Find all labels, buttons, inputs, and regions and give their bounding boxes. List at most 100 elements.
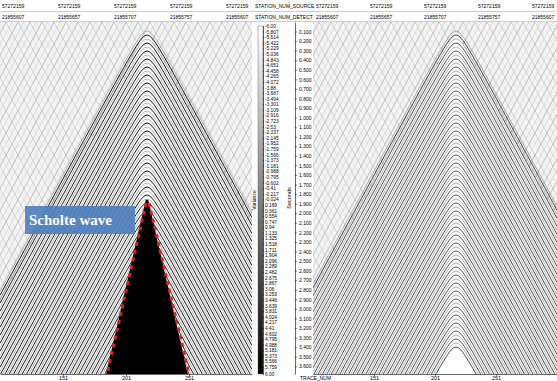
y-axis-tick-label: 0.300 <box>299 48 312 54</box>
scholte-chevron <box>109 210 184 374</box>
colorbar-axis-tick-mark <box>263 177 264 178</box>
colorbar-axis-tick-label: -5.807 <box>265 30 279 35</box>
colorbar-axis-tick: -5.807 <box>263 30 279 35</box>
colorbar-axis-tick: 0.361 <box>263 209 277 214</box>
colorbar-axis-tick-mark <box>263 160 264 161</box>
colorbar-axis-tick: -5.422 <box>263 41 279 46</box>
colorbar-axis-tick-label: 6.00 <box>265 372 275 377</box>
colorbar-axis-tick-label: 0.554 <box>265 214 277 219</box>
moveout-curve <box>313 79 557 332</box>
colorbar-axis-tick: -1.373 <box>263 158 279 163</box>
colorbar-axis-tick-mark <box>263 255 264 256</box>
y-axis-tick-mark <box>295 204 297 205</box>
colorbar-axis-tick-mark <box>263 110 264 111</box>
colorbar-axis-tick: 0.94 <box>263 225 275 230</box>
colorbar-axis-tick-label: 1.711 <box>265 248 277 253</box>
y-axis-tick-mark <box>295 79 297 80</box>
colorbar-axis-tick-mark <box>263 328 264 329</box>
header-value: 21855707 <box>114 14 136 20</box>
y-axis-tick-mark <box>295 242 297 243</box>
y-axis-tick: 2.300 <box>295 239 312 245</box>
y-axis-tick-mark <box>295 328 297 329</box>
colorbar-axis-tick-mark <box>263 87 264 88</box>
colorbar-axis-tick-label: -5.422 <box>265 41 279 46</box>
colorbar-axis-tick-label: -4.843 <box>265 58 279 63</box>
colorbar-axis-tick-label: 2.289 <box>265 264 277 269</box>
y-axis-tick-mark <box>295 127 297 128</box>
y-axis-tick-mark <box>295 232 297 233</box>
scholte-chevron <box>134 320 159 374</box>
colorbar-axis-tick: -1.952 <box>263 141 279 146</box>
y-axis-tick-label: 2.800 <box>299 287 312 293</box>
y-axis-tick-mark <box>295 185 297 186</box>
header-value: 21855607 <box>226 14 248 20</box>
colorbar-axis-tick-mark <box>263 345 264 346</box>
moveout-curve <box>313 63 557 316</box>
colorbar-axis-tick: 3.06 <box>263 287 275 292</box>
moveout-curve <box>313 267 557 374</box>
colorbar-axis-tick-mark <box>263 26 264 27</box>
y-axis-tick-mark <box>295 252 297 253</box>
colorbar-axis-tick-mark <box>263 93 264 94</box>
moveout-curve <box>313 339 557 374</box>
y-axis-tick: 3.100 <box>295 316 312 322</box>
moveout-curve <box>313 271 557 374</box>
moveout-curve <box>0 179 252 374</box>
y-axis-tick: 1.700 <box>295 182 312 188</box>
y-axis-tick-mark <box>295 156 297 157</box>
colorbar-axis-tick-mark <box>263 233 264 234</box>
y-axis-tick-mark <box>295 223 297 224</box>
colorbar-axis-tick-label: -4.651 <box>265 63 279 68</box>
colorbar-axis-tick-mark <box>263 294 264 295</box>
colorbar-axis-tick-label: -4.072 <box>265 80 279 85</box>
x-axis-title: TRACE_NUM <box>300 375 331 381</box>
moveout-curve <box>313 187 557 374</box>
colorbar-axis-tick-label: -2.337 <box>265 130 279 135</box>
colorbar-axis-tick-label: -0.988 <box>265 169 279 174</box>
colorbar-axis-tick-label: 5.181 <box>265 348 277 353</box>
y-axis-tick-label: 1.400 <box>299 153 312 159</box>
colorbar-axis-tick-label: -2.723 <box>265 119 279 124</box>
y-axis-tick-label: 3.200 <box>299 325 312 331</box>
colorbar-axis-tick-label: -1.759 <box>265 147 279 152</box>
scholte-chevron <box>137 330 158 374</box>
y-axis-tick: 1.800 <box>295 191 312 197</box>
colorbar-axis-tick-label: 2.482 <box>265 270 277 275</box>
y-axis-tick: 3.000 <box>295 306 312 312</box>
x-axis-right-tick-label: 201 <box>431 375 440 381</box>
y-axis-tick-label: 3.000 <box>299 306 312 312</box>
y-axis-tick: 2.100 <box>295 220 312 226</box>
colorbar-axis-tick: 3.831 <box>263 309 277 314</box>
y-axis-tick-mark <box>295 118 297 119</box>
header-value: 21855657 <box>58 14 80 20</box>
moveout-curve <box>313 39 557 292</box>
moveout-curve <box>313 115 557 368</box>
moveout-curve <box>313 67 557 320</box>
moveout-curve <box>313 75 557 328</box>
y-axis-tick: 0.200 <box>295 38 312 44</box>
y-axis-tick-label: 3.100 <box>299 316 312 322</box>
colorbar-axis-tick: -2.145 <box>263 136 279 141</box>
header-value: 21855757 <box>478 14 500 20</box>
colorbar-title: Variance <box>251 190 257 210</box>
moveout-curve <box>313 103 557 356</box>
colorbar-axis-tick-mark <box>263 60 264 61</box>
y-axis-tick-label: 3.400 <box>299 344 312 350</box>
moveout-curve <box>313 343 557 374</box>
scholte-chevron <box>127 290 166 374</box>
colorbar-axis-tick: -0.41 <box>263 186 276 191</box>
moveout-curve <box>313 211 557 374</box>
y-axis-tick-mark <box>295 70 297 71</box>
y-axis-tick-label: 3.500 <box>299 354 312 360</box>
colorbar-axis-tick: 4.602 <box>263 331 277 336</box>
colorbar-axis-tick-mark <box>263 166 264 167</box>
y-axis-line <box>295 23 296 375</box>
colorbar-axis-tick: -0.795 <box>263 175 279 180</box>
colorbar-axis-tick: 5.181 <box>263 348 277 353</box>
header-value: 21855707 <box>424 14 446 20</box>
colorbar-axis-tick-mark <box>263 266 264 267</box>
colorbar-axis-tick: -0.217 <box>263 192 279 197</box>
header-value: 57272159 <box>370 3 392 9</box>
colorbar-axis-tick: -1.181 <box>263 164 279 169</box>
header-value: 57272159 <box>424 3 446 9</box>
